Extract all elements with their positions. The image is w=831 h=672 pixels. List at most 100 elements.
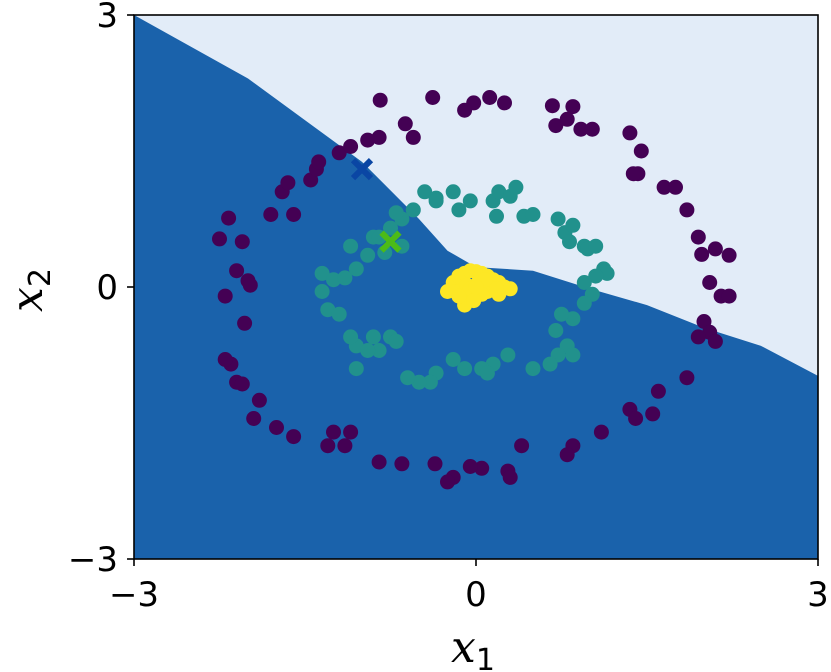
scatter-point-series-2 [343, 238, 359, 254]
scatter-point-series-2 [445, 184, 461, 200]
scatter-point-series-2 [331, 306, 347, 322]
scatter-point-series-2 [565, 347, 581, 363]
scatter-point-series-2 [500, 347, 516, 363]
scatter-point-series-1 [311, 154, 327, 170]
scatter-point-series-1 [721, 288, 737, 304]
scatter-point-series-1 [559, 111, 575, 127]
scatter-point-series-1 [371, 454, 387, 470]
scatter-point-series-1 [286, 207, 302, 222]
scatter-point-series-1 [242, 277, 258, 293]
scatter-point-series-2 [489, 208, 504, 224]
scatter-point-series-1 [331, 145, 347, 161]
scatter-point-series-1 [502, 469, 518, 485]
scatter-point-series-1 [497, 95, 512, 111]
scatter-point-series-1 [593, 424, 609, 440]
scatter-point-series-1 [221, 210, 237, 226]
scatter-points [212, 90, 737, 490]
scatter-point-series-1 [251, 392, 267, 408]
scatter-point-series-1 [679, 202, 695, 218]
x-tick-label: 0 [465, 575, 487, 615]
scatter-point-series-1 [707, 241, 723, 257]
scatter-point-series-1 [457, 102, 473, 118]
cross-marker-2 [379, 230, 402, 253]
scatter-point-series-1 [229, 263, 245, 279]
scatter-point-series-1 [280, 175, 296, 191]
scatter-point-series-2 [554, 306, 569, 322]
scatter-point-series-2 [383, 220, 398, 236]
scatter-point-series-1 [462, 459, 478, 474]
scatter-point-series-2 [451, 202, 467, 218]
scatter-point-series-1 [584, 121, 600, 137]
scatter-point-series-1 [212, 231, 227, 247]
scatter-point-series-2 [314, 265, 330, 281]
scatter-point-series-2 [576, 295, 592, 311]
scatter-point-series-1 [263, 207, 279, 222]
scatter-point-series-1 [694, 246, 710, 262]
scatter-point-series-1 [372, 92, 388, 108]
scatter-point-series-1 [679, 370, 695, 386]
scatter-point-series-1 [690, 229, 706, 245]
scatter-point-series-2 [388, 205, 404, 221]
y-axis-ticks: −3 0 3 [68, 0, 134, 580]
scatter-point-series-2 [479, 365, 495, 381]
scatter-point-series-2 [371, 343, 387, 358]
scatter-point-series-1 [690, 329, 706, 345]
scatter-point-series-1 [702, 275, 718, 290]
scatter-point-series-1 [343, 424, 359, 440]
scatter-point-series-1 [425, 90, 441, 105]
scatter-point-series-1 [394, 456, 410, 472]
y-axis-label: x2 [2, 268, 58, 312]
x-tick-label: 3 [807, 575, 829, 615]
scatter-point-series-2 [417, 184, 433, 200]
scatter-point-series-2 [565, 311, 581, 327]
scatter-point-series-2 [428, 193, 444, 209]
scatter-point-series-1 [721, 247, 737, 263]
scatter-point-series-1 [514, 438, 530, 454]
scatter-point-series-2 [491, 184, 507, 200]
scatter-point-series-1 [633, 143, 649, 159]
scatter-point-series-2 [360, 247, 376, 263]
scatter-point-series-3 [502, 281, 518, 297]
scatter-point-series-2 [411, 374, 427, 390]
scatter-point-series-2 [457, 361, 473, 377]
scatter-point-series-1 [645, 406, 661, 422]
scatter-point-series-1 [286, 429, 302, 445]
scatter-point-series-2 [348, 261, 364, 277]
scatter-point-series-2 [565, 217, 581, 233]
scatter-point-series-2 [525, 361, 541, 377]
scatter-point-series-1 [337, 438, 353, 454]
scatter-point-series-2 [348, 361, 364, 377]
scatter-point-series-1 [565, 99, 581, 115]
scatter-point-series-1 [405, 129, 421, 145]
scatter-point-series-2 [525, 207, 541, 222]
scatter-point-series-1 [397, 116, 413, 132]
scatter-point-series-2 [588, 268, 604, 284]
scatter-point-series-2 [599, 265, 615, 281]
scatter-point-series-1 [548, 118, 564, 134]
scatter-point-series-2 [405, 202, 421, 218]
scatter-point-series-1 [326, 424, 341, 440]
scatter-point-series-1 [573, 121, 589, 137]
scatter-point-series-2 [445, 352, 461, 367]
scatter-point-series-2 [462, 193, 478, 209]
scatter-point-series-1 [628, 411, 644, 426]
scatter-point-series-2 [542, 356, 558, 372]
scatter-point-series-2 [365, 329, 381, 345]
scatter-point-series-1 [217, 288, 233, 304]
scatter-point-series-2 [326, 272, 341, 288]
x-axis-label: x1 [451, 622, 495, 672]
scatter-point-series-2 [400, 370, 416, 386]
scatter-point-series-1 [656, 179, 672, 195]
scatter-point-series-2 [508, 179, 524, 195]
y-tick-label: 3 [96, 0, 118, 36]
scatter-point-series-1 [427, 456, 443, 472]
scatter-point-series-1 [544, 98, 560, 114]
scatter-point-series-2 [360, 343, 376, 358]
scatter-point-series-1 [320, 438, 336, 454]
scatter-point-series-1 [360, 132, 376, 148]
scatter-point-series-1 [668, 179, 683, 195]
scatter-point-series-3 [466, 293, 482, 309]
scatter-point-series-2 [314, 284, 330, 299]
scatter-point-series-1 [474, 460, 490, 476]
scatter-point-series-1 [440, 474, 455, 490]
